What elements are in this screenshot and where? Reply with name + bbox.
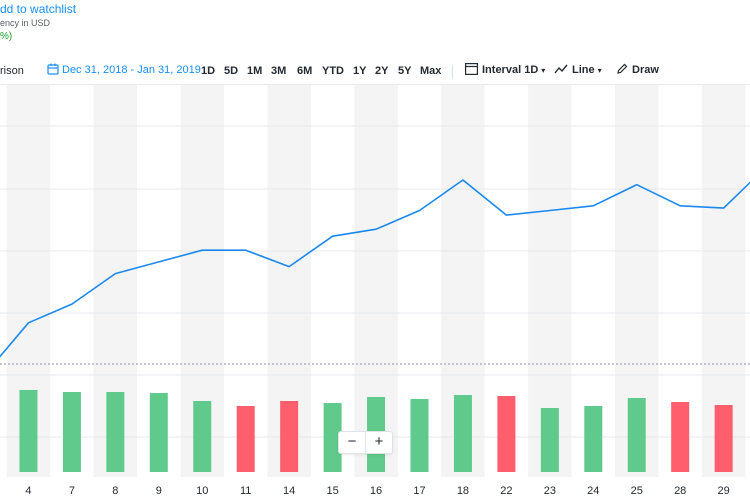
volume-bar: [453, 395, 472, 472]
currency-note: ency in USD: [0, 18, 51, 28]
date-range-picker[interactable]: Dec 31, 2018 - Jan 31, 2019: [47, 63, 201, 76]
x-tick-label: 22: [500, 485, 512, 497]
interval-value: 1D: [524, 64, 539, 76]
chart-type-dropdown[interactable]: Line ▾: [554, 63, 602, 76]
x-tick-label: 7: [69, 485, 75, 497]
volume-bar: [280, 401, 299, 472]
add-to-watchlist-link[interactable]: dd to watchlist: [0, 2, 76, 16]
range-max[interactable]: Max: [420, 65, 442, 77]
x-tick-label: 14: [283, 485, 295, 497]
toolbar-border: [0, 84, 750, 85]
range-ytd[interactable]: YTD: [322, 65, 344, 77]
volume-bar: [62, 392, 81, 472]
range-5d[interactable]: 5D: [224, 65, 239, 77]
zoom-out-button[interactable]: −: [339, 432, 366, 453]
draw-label: Draw: [632, 64, 659, 76]
volume-bar: [671, 402, 690, 472]
x-tick-label: 17: [413, 485, 425, 497]
chart-type-label: Line: [572, 64, 595, 76]
date-range-label[interactable]: Dec 31, 2018 - Jan 31, 2019: [62, 64, 201, 76]
zoom-in-button[interactable]: +: [374, 433, 384, 450]
range-6m[interactable]: 6M: [297, 65, 313, 77]
watchlist-label[interactable]: dd to watchlist: [0, 2, 77, 16]
zoom-controls: − +: [338, 431, 393, 454]
chart-toolbar: rison Dec 31, 2018 - Jan 31, 2019 1D 5D …: [0, 60, 750, 84]
candle-interval-icon: [465, 63, 479, 76]
volume-bar: [627, 398, 646, 472]
range-1m[interactable]: 1M: [247, 65, 263, 77]
x-tick-label: 23: [544, 485, 556, 497]
pencil-icon: [617, 63, 628, 74]
x-tick-label: 10: [196, 485, 208, 497]
volume-bar: [410, 399, 429, 472]
volume-bar: [540, 408, 559, 472]
volume-bar: [584, 406, 603, 472]
x-tick-label: 29: [718, 485, 730, 497]
volume-bar: [19, 390, 38, 472]
volume-bar: [497, 396, 516, 472]
interval-dropdown[interactable]: Interval 1D ▾: [465, 63, 545, 76]
toolbar-divider: [452, 65, 453, 79]
range-5y[interactable]: 5Y: [398, 65, 412, 77]
draw-button[interactable]: Draw: [616, 63, 659, 76]
line-chart-icon: [554, 64, 568, 74]
volume-bar: [323, 403, 342, 472]
comparison-button[interactable]: rison: [0, 65, 24, 77]
x-tick-label: 15: [326, 485, 338, 497]
x-tick-label: 28: [674, 485, 686, 497]
calendar-icon: [47, 63, 59, 75]
x-tick-label: 24: [587, 485, 599, 497]
price-chart[interactable]: 4 7 8 9 10 11 14 15 16 17 18 22 23 24 25 28 29: [0, 85, 750, 500]
volume-bar: [714, 405, 733, 472]
chevron-down-icon: ▾: [597, 66, 602, 75]
volume-bar: [106, 392, 125, 472]
range-1d[interactable]: 1D: [201, 65, 216, 77]
interval-label: Interval: [482, 64, 522, 76]
x-tick-label: 9: [156, 485, 162, 497]
range-2y[interactable]: 2Y: [375, 65, 389, 77]
x-tick-label: 18: [457, 485, 469, 497]
x-tick-label: 25: [631, 485, 643, 497]
chevron-down-icon: ▾: [541, 66, 546, 75]
x-tick-label: 16: [370, 485, 382, 497]
price-change-fragment: %): [0, 31, 13, 42]
range-3m[interactable]: 3M: [271, 65, 287, 77]
x-tick-label: 8: [112, 485, 118, 497]
volume-bar: [236, 406, 255, 472]
volume-bar: [149, 393, 168, 472]
x-tick-label: 4: [25, 485, 31, 497]
volume-bar: [193, 401, 212, 472]
price-line: [0, 179, 750, 358]
range-1y[interactable]: 1Y: [353, 65, 367, 77]
x-tick-label: 11: [240, 485, 251, 497]
